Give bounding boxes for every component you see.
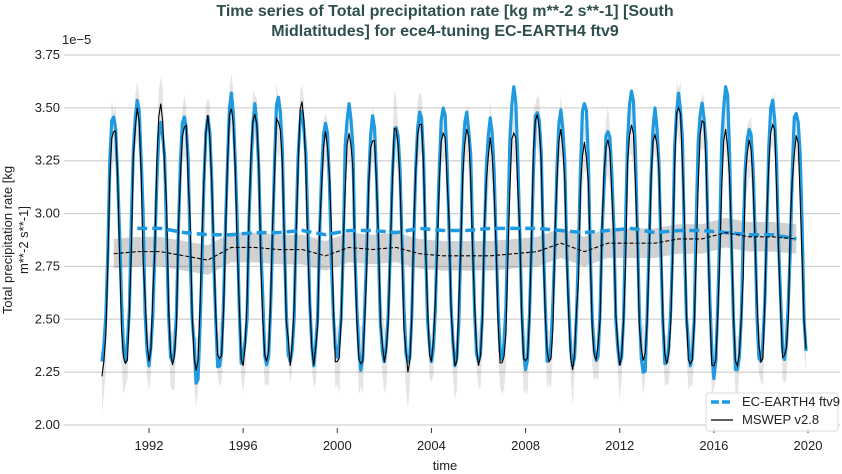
x-tick-label: 1996 — [229, 438, 258, 453]
ec-earth-running-mean — [137, 226, 797, 241]
y-axis-label-line-1: Total precipitation rate [kg — [0, 166, 15, 314]
y-tick-label: 2.50 — [35, 311, 60, 326]
y-tick-label: 3.00 — [35, 206, 60, 221]
y-tick-label: 2.25 — [35, 364, 60, 379]
x-tick-label: 2000 — [323, 438, 352, 453]
y-tick-label: 2.75 — [35, 258, 60, 273]
y-axis: 2.00 2.25 2.50 2.75 3.00 3.25 3.50 3.75 — [35, 47, 60, 432]
x-tick-label: 2012 — [605, 438, 634, 453]
y-offset-label: 1e−5 — [62, 32, 91, 47]
legend-label-mswep: MSWEP v2.8 — [742, 412, 819, 427]
y-tick-label: 3.25 — [35, 153, 60, 168]
x-tick-label: 2008 — [511, 438, 540, 453]
y-tick-label: 2.00 — [35, 417, 60, 432]
y-tick-label: 3.75 — [35, 47, 60, 62]
x-tick-label: 2016 — [699, 438, 728, 453]
plot-area — [100, 72, 808, 414]
x-tick-label: 2004 — [417, 438, 446, 453]
mswep-monthly-line — [101, 101, 807, 377]
x-tick-label: 2020 — [794, 438, 823, 453]
chart-title-line-1: Time series of Total precipitation rate … — [216, 3, 673, 20]
legend: EC-EARTH4 ftv9 MSWEP v2.8 — [705, 392, 840, 432]
legend-label-ec-earth: EC-EARTH4 ftv9 — [742, 394, 840, 409]
x-axis: 1992 1996 2000 2004 2008 2012 2016 2020 — [135, 428, 823, 453]
y-tick-label: 3.50 — [35, 100, 60, 115]
y-axis-label-line-2: m**-2 s**-1] — [16, 206, 31, 274]
mswep-running-mean — [113, 232, 797, 261]
x-tick-label: 1992 — [135, 438, 164, 453]
x-axis-label: time — [433, 458, 458, 473]
chart-title-line-2: Midlatitudes] for ece4-tuning EC-EARTH4 … — [271, 23, 619, 40]
